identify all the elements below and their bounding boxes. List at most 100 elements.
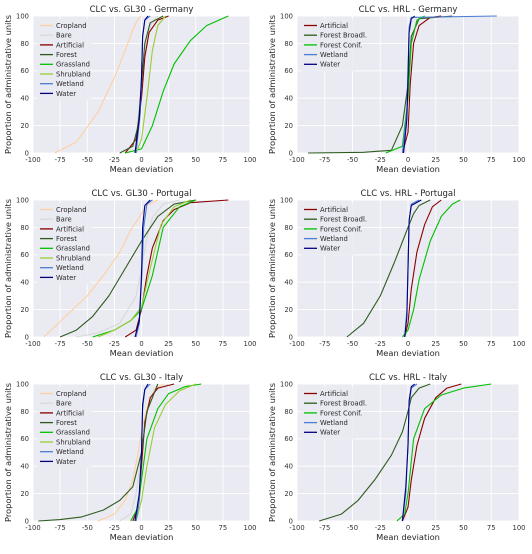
x-tick-label: -25 [109,340,120,348]
series-line-artificial [124,15,169,154]
legend-entry: Grassland [56,61,90,69]
chart-panel-2: -100 -75 -50 -25 0 25 50 75 100 0 20 40 60 80 100 CLC v… [267,5,525,174]
x-tick-label: 50 [459,524,468,532]
x-tick-label: -50 [82,156,93,164]
y-tick-label: 100 [16,380,29,388]
x-tick-label: 25 [164,340,173,348]
series-line-forest-broadl- [308,15,453,154]
x-tick-label: 50 [191,524,200,532]
x-tick-label: -25 [109,156,120,164]
legend-entry: Bare [56,400,72,408]
y-axis-label: Proportion of administrative units [267,199,277,338]
y-tick-label: 0 [289,333,293,341]
y-tick-label: 20 [284,490,293,498]
y-tick-label: 0 [25,517,29,525]
legend-entry: Forest [56,419,77,427]
y-tick-label: 80 [284,408,293,416]
x-tick-label: 100 [244,524,257,532]
legend-entry: Artificial [320,206,348,214]
x-tick-label: 50 [191,156,200,164]
series-line-shrubland [135,383,197,522]
legend-entry: Forest Broadl. [320,216,367,224]
x-tick-label: 0 [139,156,143,164]
series-line-forest [59,199,196,338]
x-tick-label: 25 [164,156,173,164]
legend-box [37,387,91,469]
legend-entry: Grassland [56,429,90,437]
legend-entry: Bare [56,32,72,40]
y-tick-label: 80 [20,224,29,232]
series-line-shrubland [135,15,166,154]
x-tick-label: 0 [139,340,143,348]
x-tick-label: -100 [25,340,40,348]
y-tick-label: 80 [20,408,29,416]
x-tick-label: 25 [431,340,440,348]
y-tick-label: 60 [20,251,29,259]
series-line-water [134,199,151,338]
y-tick-label: 0 [289,149,293,157]
y-tick-label: 80 [20,40,29,48]
y-tick-label: 80 [284,224,293,232]
x-tick-label: -25 [375,340,386,348]
x-tick-label: 75 [487,524,496,532]
legend-entry: Cropland [56,390,87,398]
chart-panel-1: -100 -75 -50 -25 0 25 50 75 100 0 20 40 60 80 100 CLC v… [3,5,256,174]
legend-box [37,19,91,101]
x-axis-label: Mean deviation [376,532,440,542]
x-tick-label: 100 [513,340,526,348]
legend-entry: Cropland [56,206,87,214]
y-axis-label: Proportion of administrative units [3,383,13,522]
legend-entry: Grassland [56,245,90,253]
legend-box [301,19,355,72]
x-tick-label: -50 [347,156,358,164]
y-tick-label: 100 [280,12,293,20]
legend-entry: Shrubland [56,70,91,78]
x-tick-label: -50 [347,524,358,532]
legend-entry: Forest Broadl. [320,400,367,408]
chart-panel-4: -100 -75 -50 -25 0 25 50 75 100 0 20 40 60 80 100 CLC v… [267,189,525,358]
y-tick-label: 100 [16,196,29,204]
chart-title: CLC vs. GL30 - Portugal [92,189,192,199]
legend-entry: Artificial [56,409,84,417]
legend-entry: Water [56,274,76,282]
chart-title: CLC vs. HRL - Portugal [361,189,456,199]
x-tick-label: 50 [459,340,468,348]
y-tick-label: 40 [20,279,29,287]
y-axis-label: Proportion of administrative units [3,199,13,338]
chart-title: CLC vs. GL30 - Italy [100,373,183,383]
series-line-forest-conif- [396,383,492,522]
chart-panel-6: -100 -75 -50 -25 0 25 50 75 100 0 20 40 60 80 100 CLC v… [267,373,525,542]
x-tick-label: 100 [244,340,257,348]
legend-entry: Forest [56,235,77,243]
legend-entry: Wetland [320,235,348,243]
x-tick-label: -75 [55,340,66,348]
x-tick-label: -75 [319,524,330,532]
legend-entry: Cropland [56,22,87,30]
x-tick-label: -25 [375,156,386,164]
series-line-cropland [54,15,142,154]
x-tick-label: -100 [289,340,304,348]
chart-title: CLC vs. HRL - Germany [359,5,458,15]
y-tick-label: 40 [284,279,293,287]
legend-box [301,203,355,256]
legend-entry: Forest Conif. [320,225,362,233]
legend-box [301,387,355,440]
series-line-water [134,15,149,154]
y-tick-label: 60 [284,67,293,75]
y-tick-label: 40 [284,463,293,471]
legend-box [37,203,91,285]
x-tick-label: 50 [459,156,468,164]
series-line-water [134,383,149,522]
legend: Artificial Forest Broadl.Forest Conif. Wet… [301,387,367,440]
x-tick-label: 0 [406,340,410,348]
series-line-forest-broadl- [346,199,431,338]
y-tick-label: 40 [284,95,293,103]
legend-entry: Wetland [320,51,348,59]
legend-entry: Water [320,429,340,437]
series-line-grassland [125,15,229,154]
x-tick-label: 75 [487,156,496,164]
legend-entry: Artificial [320,390,348,398]
y-tick-label: 20 [20,306,29,314]
